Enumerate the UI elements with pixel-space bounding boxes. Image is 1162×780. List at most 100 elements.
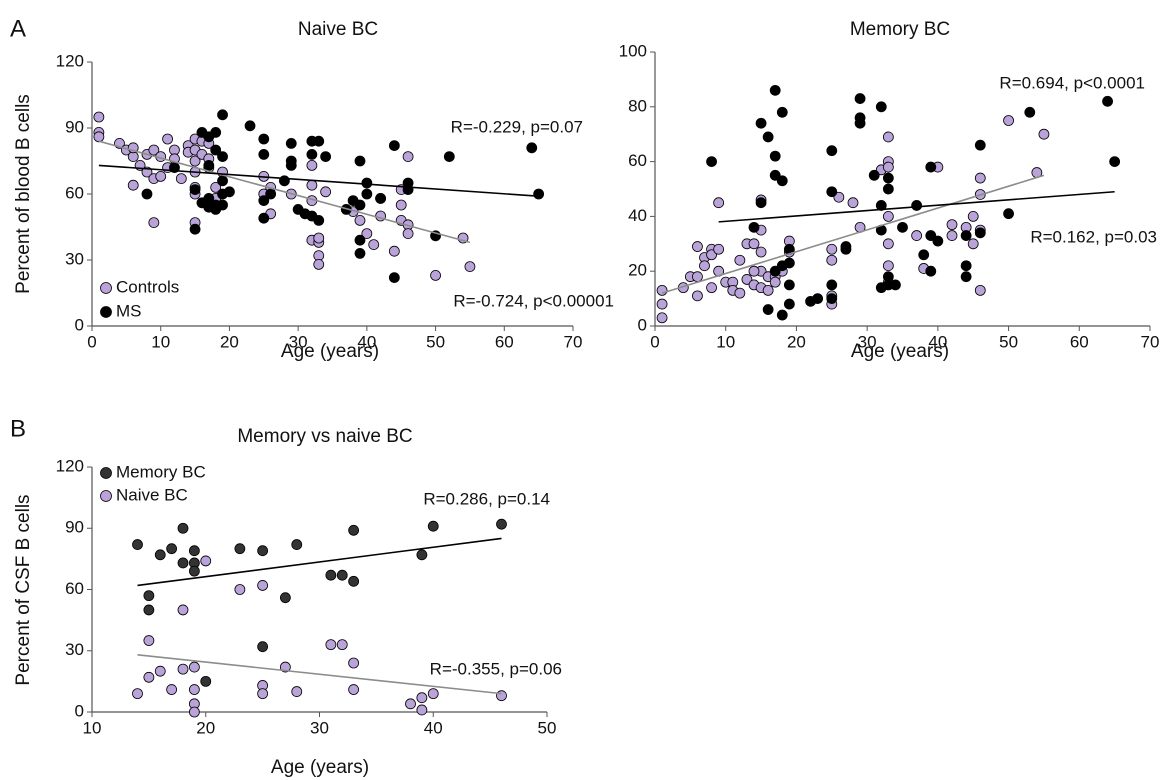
y-tick-label: 30	[65, 249, 84, 268]
legend-label: Naive BC	[116, 485, 188, 504]
point	[361, 188, 373, 200]
point	[960, 230, 972, 241]
point	[826, 145, 838, 157]
annotation: R=-0.355, p=0.06	[430, 659, 562, 678]
point	[854, 117, 866, 129]
point	[1003, 208, 1014, 220]
point	[656, 312, 668, 324]
point	[762, 131, 774, 143]
point	[925, 230, 937, 241]
trend-line	[718, 190, 1115, 223]
y-tick-label: 100	[619, 41, 647, 60]
point	[974, 172, 986, 184]
point	[348, 684, 360, 695]
point	[325, 569, 337, 581]
y-tick-label: 90	[65, 518, 84, 537]
point	[388, 272, 400, 284]
point	[1024, 106, 1036, 118]
point	[416, 549, 428, 561]
annotation: R=-0.229, p=0.07	[451, 117, 583, 136]
point	[258, 195, 270, 207]
point	[132, 539, 143, 550]
point	[783, 257, 795, 269]
point	[932, 235, 944, 247]
point	[361, 228, 373, 240]
point	[177, 663, 189, 675]
point	[306, 159, 318, 171]
point	[748, 238, 760, 250]
point	[706, 282, 717, 294]
point	[154, 549, 166, 561]
point	[734, 254, 746, 266]
y-tick-label: 0	[638, 315, 647, 334]
point	[200, 675, 212, 687]
point	[354, 247, 366, 259]
point	[706, 249, 717, 261]
point	[826, 279, 838, 291]
point	[416, 704, 428, 716]
point	[188, 565, 200, 577]
legend-marker	[100, 490, 112, 502]
point	[257, 641, 269, 653]
point	[868, 169, 880, 181]
x-tick-label: 50	[426, 332, 445, 351]
point	[188, 545, 200, 557]
point	[93, 131, 105, 143]
point	[189, 155, 201, 167]
point	[826, 243, 838, 255]
point	[217, 175, 228, 187]
point	[882, 161, 894, 173]
point	[148, 144, 160, 156]
point	[960, 260, 972, 272]
point	[769, 150, 781, 162]
point	[320, 151, 332, 163]
point	[188, 706, 200, 718]
point	[925, 161, 937, 173]
x-tick-label: 20	[787, 332, 806, 351]
chart-title: Memory vs naive BC	[237, 426, 412, 447]
point	[313, 214, 325, 226]
point	[175, 173, 187, 185]
y-tick-label: 60	[65, 579, 84, 598]
point	[155, 170, 167, 182]
point	[279, 592, 291, 604]
point	[826, 254, 838, 266]
point	[427, 520, 439, 532]
point	[285, 137, 297, 149]
point	[734, 287, 746, 299]
x-tick-label: 10	[716, 332, 735, 351]
point	[217, 151, 228, 163]
point	[210, 144, 222, 156]
y-axis-label: Percent of blood B cells	[13, 94, 34, 294]
trend-line	[137, 654, 502, 695]
panel-label: B	[10, 415, 26, 442]
point	[291, 686, 303, 697]
point	[748, 221, 760, 233]
point	[533, 188, 545, 200]
point	[188, 661, 200, 673]
point	[166, 543, 178, 555]
point	[143, 671, 155, 683]
x-tick-label: 40	[357, 332, 376, 351]
point	[257, 580, 269, 591]
point	[354, 234, 366, 246]
point	[257, 688, 269, 700]
point	[967, 210, 979, 222]
y-tick-label: 40	[628, 206, 647, 225]
point	[93, 111, 105, 123]
point	[325, 639, 337, 651]
point	[882, 210, 894, 222]
point	[361, 177, 373, 189]
point	[388, 245, 400, 257]
point	[430, 269, 441, 281]
point	[918, 249, 930, 261]
point	[258, 133, 270, 145]
point	[132, 688, 143, 700]
panel-label: A	[10, 15, 26, 42]
point	[911, 230, 923, 241]
point	[762, 284, 774, 296]
point	[875, 101, 887, 113]
trend-line	[98, 164, 539, 197]
point	[348, 524, 360, 536]
